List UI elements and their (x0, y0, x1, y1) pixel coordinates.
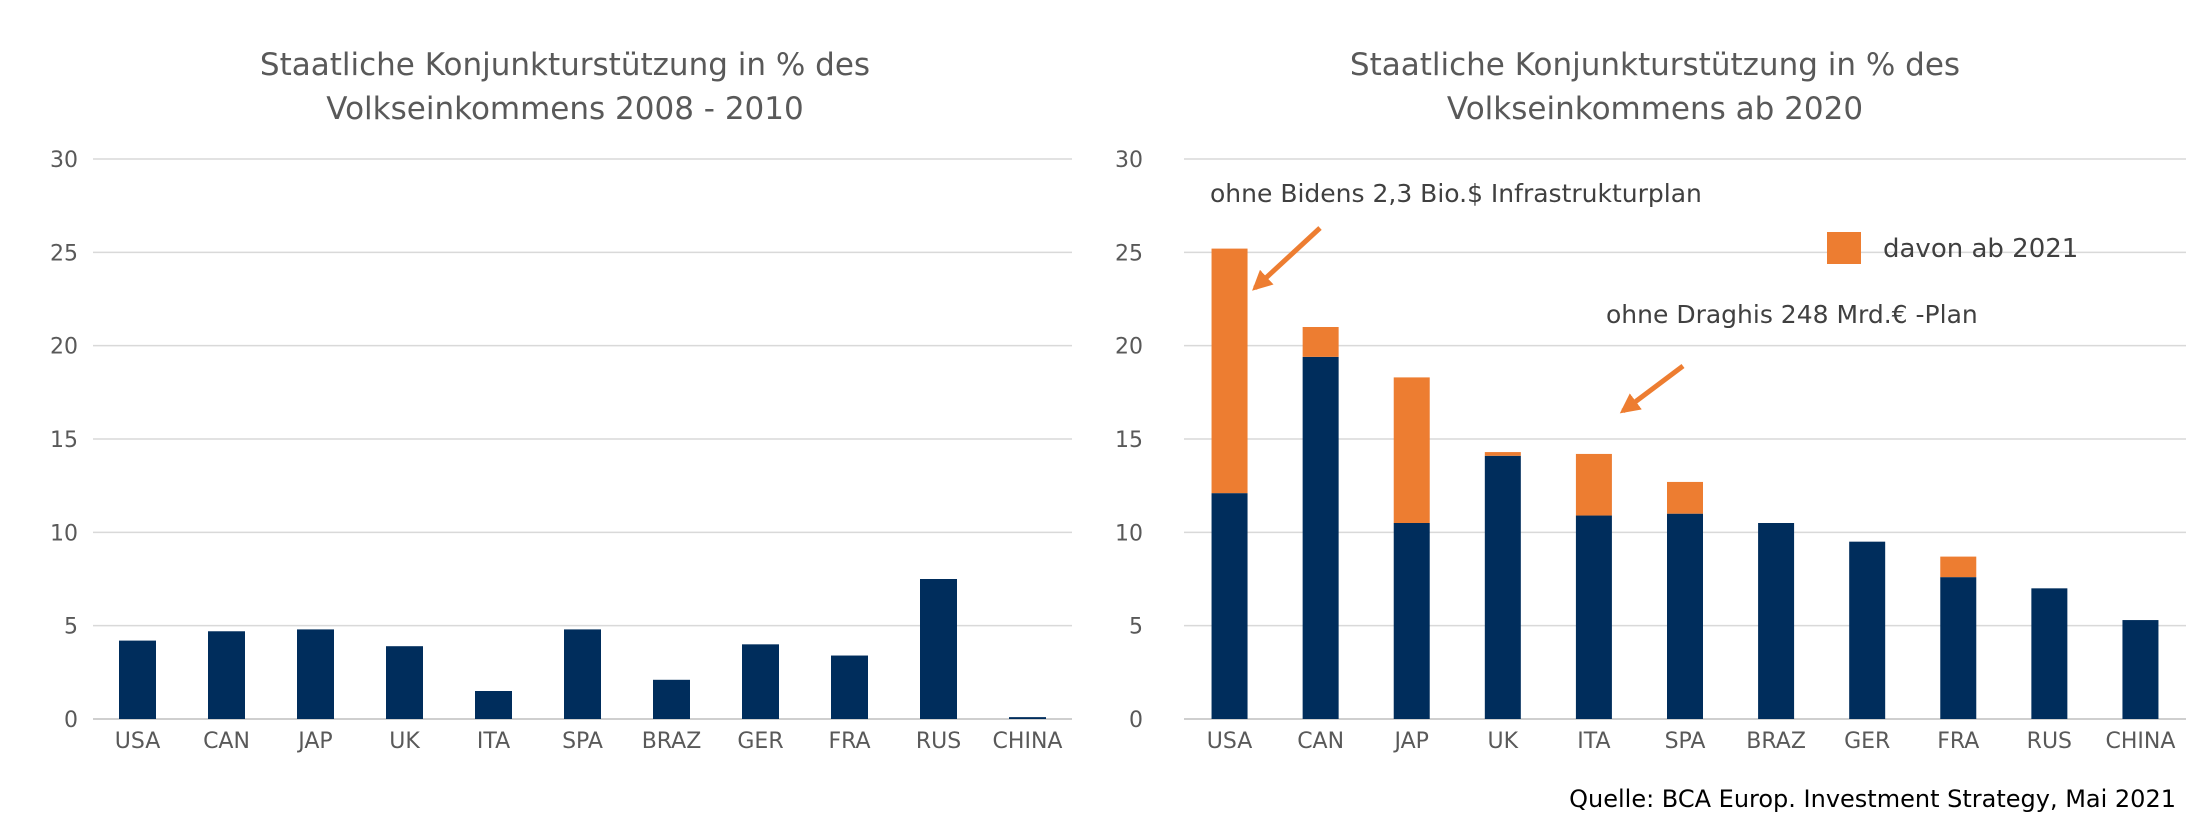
right-bar-can (1302, 356, 1339, 719)
left-ytick-10: 10 (50, 521, 78, 546)
arrow-bidens (1252, 226, 1322, 291)
right-ytick-25: 25 (1115, 241, 1143, 266)
right-xtick-ger: GER (1844, 729, 1890, 754)
right-bar-fra (1940, 577, 1977, 719)
left-bar-china (1009, 717, 1046, 719)
left-ytick-25: 25 (50, 241, 78, 266)
right-xtick-fra: FRA (1937, 729, 1979, 754)
left-xtick-can: CAN (203, 729, 250, 754)
left-xtick-rus: RUS (916, 729, 961, 754)
left-bar-spa (564, 629, 601, 719)
legend-label-davon-ab-2021: davon ab 2021 (1883, 234, 2078, 264)
left-bar-rus (920, 579, 957, 719)
right-bar-usa-stack (1211, 248, 1248, 494)
left-ytick-30: 30 (50, 148, 78, 173)
left-chart-title-line1: Staatliche Konjunkturstützung in % des (260, 47, 870, 83)
right-ytick-20: 20 (1115, 335, 1143, 360)
right-bar-ita (1575, 515, 1612, 719)
right-xtick-braz: BRAZ (1746, 729, 1806, 754)
left-bar-usa (119, 640, 156, 719)
left-xtick-ita: ITA (477, 729, 510, 754)
right-bar-can-stack (1302, 327, 1339, 357)
left-chart-title-line2: Volkseinkommens 2008 - 2010 (326, 91, 803, 127)
legend-swatch-davon-ab-2021 (1827, 232, 1861, 264)
left-bar-braz (653, 679, 690, 719)
left-bar-jap (297, 629, 334, 719)
right-xtick-rus: RUS (2027, 729, 2072, 754)
right-ytick-30: 30 (1115, 148, 1143, 173)
right-bar-jap-stack (1393, 377, 1430, 523)
left-bar-fra (831, 655, 868, 719)
right-bar-ita-stack (1575, 453, 1612, 516)
left-xtick-usa: USA (115, 729, 161, 754)
left-bar-can (208, 631, 245, 719)
right-xtick-ita: ITA (1577, 729, 1610, 754)
left-chart: 0 5 10 15 20 25 30 USA CAN JAP UK ITA SPA BRAZ GER FRA R… (50, 148, 1072, 754)
left-xtick-ger: GER (737, 729, 783, 754)
right-bar-uk-stack (1484, 452, 1521, 456)
right-bar-ger (1849, 541, 1886, 719)
arrow-draghi (1619, 364, 1685, 414)
left-ytick-0: 0 (64, 708, 78, 733)
left-xtick-uk: UK (389, 729, 420, 754)
left-ytick-15: 15 (50, 428, 78, 453)
source-note: Quelle: BCA Europ. Investment Strategy, … (1569, 785, 2176, 813)
annotation-bidens: ohne Bidens 2,3 Bio.$ Infrastrukturplan (1210, 179, 1702, 208)
left-xtick-braz: BRAZ (642, 729, 702, 754)
left-bar-ger (742, 644, 779, 719)
right-ytick-10: 10 (1115, 521, 1143, 546)
left-xtick-china: CHINA (993, 729, 1063, 754)
left-xtick-fra: FRA (828, 729, 870, 754)
right-bar-fra-stack (1940, 556, 1977, 578)
right-bar-rus (2031, 588, 2068, 719)
left-ytick-20: 20 (50, 335, 78, 360)
left-xtick-spa: SPA (562, 729, 603, 754)
right-bar-spa-stack (1667, 481, 1703, 514)
right-chart: 0 5 10 15 20 25 30 USA CAN JAP UK ITA SPA BRAZ GER FRA R… (1115, 148, 2186, 754)
right-ytick-0: 0 (1129, 708, 1143, 733)
right-xtick-jap: JAP (1393, 729, 1429, 754)
left-bar-uk (386, 646, 423, 719)
right-xtick-uk: UK (1488, 729, 1519, 754)
left-xtick-jap: JAP (296, 729, 332, 754)
right-chart-title-line2: Volkseinkommens ab 2020 (1447, 91, 1863, 127)
right-bar-jap (1393, 523, 1430, 719)
right-chart-title-line1: Staatliche Konjunkturstützung in % des (1350, 47, 1960, 83)
annotation-draghi: ohne Draghis 248 Mrd.€ -Plan (1606, 300, 1978, 329)
right-bar-china (2122, 620, 2159, 719)
left-ytick-5: 5 (64, 615, 78, 640)
right-xtick-china: CHINA (2106, 729, 2176, 754)
right-xtick-usa: USA (1207, 729, 1253, 754)
right-bar-usa (1211, 493, 1248, 719)
right-ytick-15: 15 (1115, 428, 1143, 453)
right-xtick-spa: SPA (1665, 729, 1706, 754)
right-bar-spa (1667, 513, 1703, 719)
left-bar-ita (475, 691, 512, 719)
right-xtick-can: CAN (1297, 729, 1344, 754)
right-bar-braz (1758, 523, 1795, 719)
right-bar-uk (1484, 455, 1521, 719)
right-ytick-5: 5 (1129, 615, 1143, 640)
